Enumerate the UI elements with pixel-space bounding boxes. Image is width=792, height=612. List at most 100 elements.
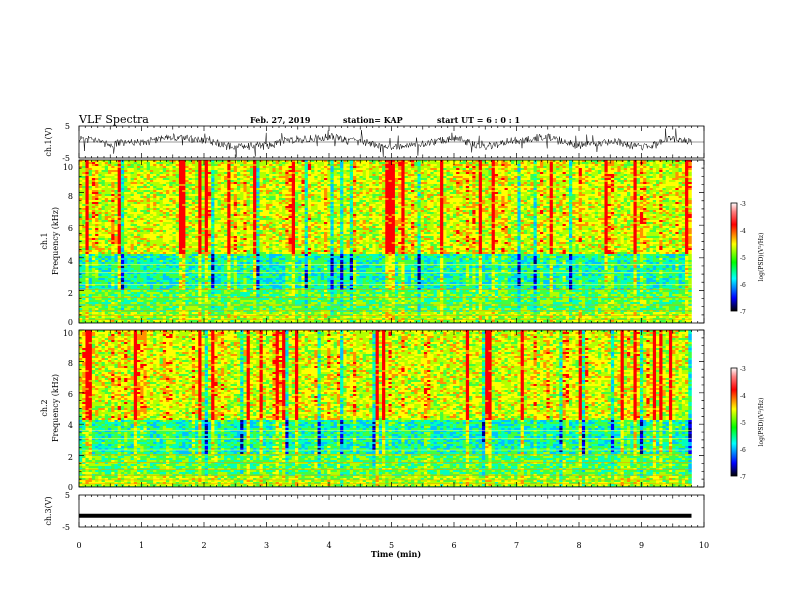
ch1-spectrogram-cell	[111, 198, 115, 200]
ch1-spectrogram-cell	[185, 178, 189, 180]
ch1-spectrogram-cell	[243, 194, 247, 196]
ch1-spectrogram-cell	[517, 160, 521, 162]
ch1-spectrogram-cell	[191, 222, 199, 224]
ch1-spectrogram-cell	[333, 162, 338, 164]
ch1-spectrogram-cell	[85, 184, 89, 186]
ch1-spectrogram-cell	[278, 208, 283, 210]
ch1-spectrogram-cell	[411, 160, 415, 162]
ch1-spectrogram-cell	[201, 166, 206, 168]
ch1-spectrogram-cell	[365, 208, 370, 210]
ch1-spectrogram-cell	[507, 218, 512, 220]
ch1-spectrogram-cell	[665, 186, 676, 188]
ch1-spectrogram-cell	[198, 176, 202, 178]
ch1-spectrogram-cell	[311, 192, 325, 194]
ch1-spectrogram-cell	[111, 206, 115, 208]
ch1-spectrogram-cell	[388, 222, 392, 224]
ch1-spectrogram-cell	[517, 210, 521, 212]
ch1-spectrogram-cell	[307, 168, 312, 170]
ch1-spectrogram-cell	[108, 168, 118, 170]
ch1-spectrogram-cell	[246, 200, 251, 202]
ch1-spectrogram-cell	[469, 224, 476, 226]
ch1-spectrogram-cell	[236, 206, 247, 208]
ch1-spectrogram-cell	[443, 206, 454, 208]
ch1-spectrogram-cell	[643, 182, 647, 184]
ch1-spectrogram-cell	[649, 210, 654, 212]
ch1-spectrogram-cell	[340, 164, 344, 166]
ch1-spectrogram-cell	[533, 222, 538, 224]
ch1-spectrogram-cell	[533, 162, 538, 164]
ch1-spectrogram-cell	[472, 182, 480, 184]
ch1-spectrogram-cell	[407, 186, 412, 188]
ch1-spectrogram-cell	[91, 196, 99, 198]
ch1-spectrogram-cell	[491, 222, 496, 224]
ch1-spectrogram-cell	[356, 160, 360, 162]
ch1-spectrogram-cell	[175, 214, 180, 216]
ch1-spectrogram-cell	[333, 180, 341, 182]
ch1-spectrogram-cell	[620, 210, 628, 212]
ch1-spectrogram-cell	[120, 164, 125, 166]
ch1-spectrogram-cell	[317, 184, 322, 186]
ch1-spectrogram-cell	[195, 184, 199, 186]
ch1-spectrogram-cell	[253, 178, 257, 180]
ch1-spectrogram-cell	[259, 166, 264, 168]
ch1-spectrogram-cell	[401, 186, 405, 188]
ch1-spectrogram-cell	[633, 180, 637, 182]
ch1-spectrogram-cell	[124, 164, 128, 166]
ch1-spectrogram-cell	[362, 164, 367, 166]
ch1-spectrogram-cell	[420, 168, 425, 170]
ch1-spectrogram-cell	[246, 202, 251, 204]
ch1-spectrogram-cell	[269, 208, 280, 210]
ch1-spectrogram-cell	[536, 196, 544, 198]
ch1-spectrogram-cell	[478, 200, 483, 202]
ch1-spectrogram-cell	[330, 210, 334, 212]
ch1-spectrogram-cell	[314, 220, 318, 222]
ch1-spectrogram-cell	[82, 164, 86, 166]
ch1-spectrogram-cell	[578, 218, 583, 220]
ch1-spectrogram-cell	[356, 180, 367, 182]
ch1-spectrogram-cell	[307, 184, 312, 186]
ch1-spectrogram-cell	[414, 208, 422, 210]
ch1-spectrogram-cell	[204, 172, 212, 174]
ch1-spectrogram-cell	[124, 214, 135, 216]
ch1-spectrogram-cell	[678, 184, 683, 186]
ch1-spectrogram-cell	[423, 184, 434, 186]
ch1-spectrogram-cell	[510, 184, 515, 186]
ch1-spectrogram-cell	[149, 176, 154, 178]
ch1-spectrogram-cell	[230, 172, 238, 174]
ch1-spectrogram-cell	[662, 170, 667, 172]
ch1-spectrogram-cell	[307, 210, 315, 212]
ch1-spectrogram-cell	[349, 180, 354, 182]
ch1-spectrogram-cell	[324, 196, 328, 198]
ch1-spectrogram-cell	[101, 180, 106, 182]
ch1-spectrogram-cell	[359, 222, 363, 224]
ch1-spectrogram-cell	[536, 190, 544, 192]
ch1-spectrogram-cell	[146, 176, 151, 178]
ch1-spectrogram-cell	[214, 216, 228, 218]
ch1-spectrogram-cell	[472, 214, 476, 216]
ch1-spectrogram-cell	[527, 208, 531, 210]
ch1-spectrogram-cell	[565, 212, 570, 214]
ch1-spectrogram-cell	[291, 188, 296, 190]
ch1-spectrogram-cell	[462, 166, 467, 168]
ch1-spectrogram-cell	[688, 208, 692, 210]
ch1-spectrogram-cell	[207, 168, 212, 170]
ch1-spectrogram-cell	[340, 216, 344, 218]
ch1-spectrogram-cell	[681, 204, 686, 206]
ch1-spectrogram-cell	[369, 222, 373, 224]
ch1-spectrogram-cell	[520, 186, 534, 188]
ch1-spectrogram-cell	[610, 202, 615, 204]
ch1-spectrogram-cell	[646, 162, 650, 164]
ch1-spectrogram-cell	[588, 208, 592, 210]
ch1-spectrogram-cell	[282, 202, 286, 204]
ch1-spectrogram-cell	[636, 208, 641, 210]
ch1-spectrogram-cell	[520, 224, 525, 226]
ch1-spectrogram-cell	[146, 204, 151, 206]
ch1-spectrogram-cell	[530, 176, 538, 178]
ch1-spectrogram-cell	[243, 212, 247, 214]
ch1-spectrogram-cell	[398, 166, 402, 168]
ch1-spectrogram-cell	[433, 218, 441, 220]
ch1-spectrogram-cell	[504, 164, 512, 166]
ch1-spectrogram-cell	[614, 202, 618, 204]
ch1-spectrogram-cell	[256, 218, 260, 220]
ch1-spectrogram-cell	[343, 222, 347, 224]
